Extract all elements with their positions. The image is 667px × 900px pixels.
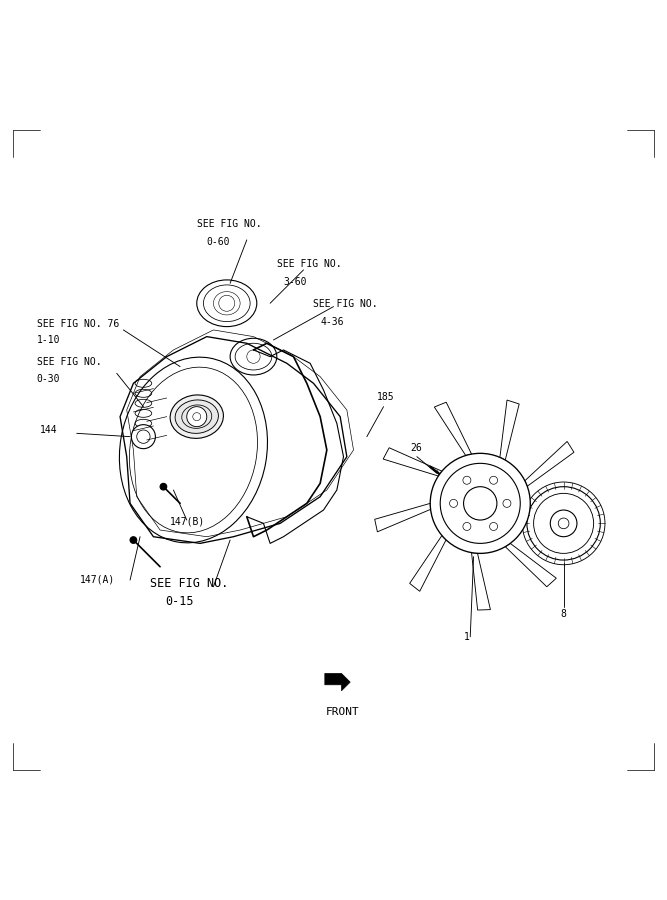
Circle shape — [463, 476, 471, 484]
Ellipse shape — [175, 400, 218, 434]
Text: 8: 8 — [561, 608, 566, 619]
Text: SEE FIG NO.: SEE FIG NO. — [197, 219, 261, 229]
Text: 147(B): 147(B) — [170, 517, 205, 526]
Text: 0-60: 0-60 — [207, 237, 230, 247]
Ellipse shape — [213, 292, 240, 315]
Text: SEE FIG NO.: SEE FIG NO. — [150, 577, 229, 590]
Text: 4-36: 4-36 — [320, 317, 344, 327]
Circle shape — [464, 487, 497, 520]
Text: 3-60: 3-60 — [283, 276, 307, 286]
Text: 1-10: 1-10 — [37, 336, 60, 346]
Circle shape — [130, 536, 137, 544]
Text: 185: 185 — [377, 392, 394, 402]
Circle shape — [490, 523, 498, 530]
Text: SEE FIG NO.: SEE FIG NO. — [277, 258, 342, 268]
Circle shape — [527, 487, 600, 560]
Text: SEE FIG NO.: SEE FIG NO. — [37, 356, 101, 366]
Circle shape — [550, 510, 577, 536]
Text: 1: 1 — [464, 632, 470, 642]
Circle shape — [187, 407, 207, 427]
Circle shape — [450, 500, 458, 508]
Circle shape — [463, 523, 471, 530]
Text: 144: 144 — [40, 426, 57, 436]
Text: SEE FIG NO. 76: SEE FIG NO. 76 — [37, 319, 119, 328]
Circle shape — [160, 483, 167, 490]
Circle shape — [490, 476, 498, 484]
Text: 0-15: 0-15 — [165, 595, 194, 608]
Circle shape — [503, 500, 511, 508]
Text: SEE FIG NO.: SEE FIG NO. — [313, 299, 378, 309]
Polygon shape — [325, 673, 350, 691]
Text: FRONT: FRONT — [325, 707, 360, 717]
Circle shape — [131, 425, 155, 449]
Ellipse shape — [170, 395, 223, 438]
Text: 147(A): 147(A) — [80, 574, 115, 584]
Text: 0-30: 0-30 — [37, 374, 60, 384]
Circle shape — [430, 454, 530, 554]
Text: 26: 26 — [410, 444, 422, 454]
